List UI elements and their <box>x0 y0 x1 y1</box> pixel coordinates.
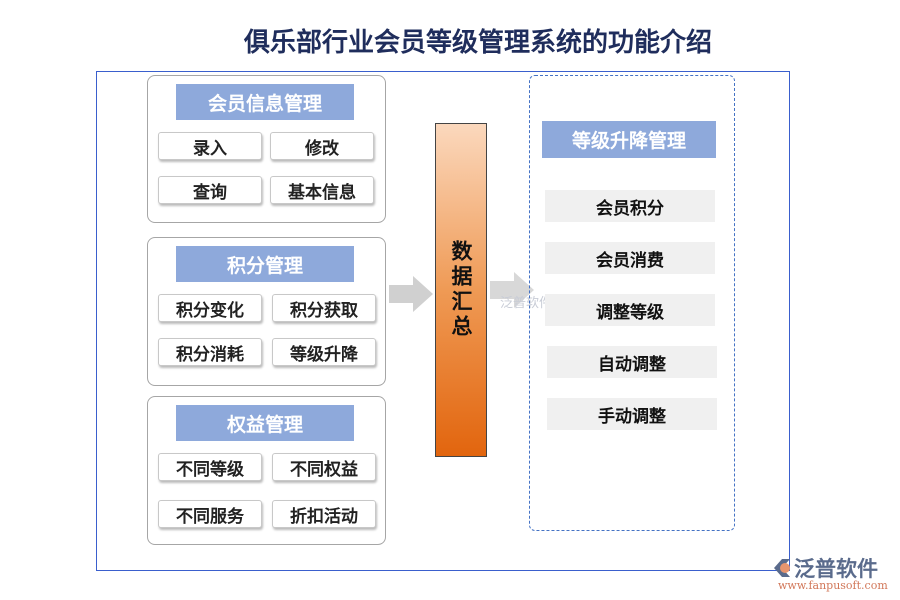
data-summary-block: 数据汇总 <box>435 123 487 457</box>
arrow-right-icon <box>389 276 433 312</box>
points-consume-button[interactable]: 积分消耗 <box>158 338 262 366</box>
panel-member-info: 会员信息管理 录入 修改 查询 基本信息 <box>147 75 386 223</box>
panel-header: 积分管理 <box>176 246 354 282</box>
watermark: 泛普软件 <box>500 296 553 311</box>
arrow-right-icon <box>490 272 534 308</box>
panel-header: 会员信息管理 <box>176 84 354 120</box>
logo-icon <box>774 559 790 577</box>
adjust-level-item[interactable]: 调整等级 <box>545 294 715 326</box>
modify-button[interactable]: 修改 <box>270 132 374 160</box>
brand-logo: 泛普软件 www.fanpusoft.com <box>770 553 888 592</box>
points-change-button[interactable]: 积分变化 <box>158 294 262 322</box>
basic-info-button[interactable]: 基本信息 <box>270 176 374 204</box>
level-management-header: 等级升降管理 <box>542 121 716 158</box>
panel-points: 积分管理 积分变化 积分获取 积分消耗 等级升降 <box>147 237 386 386</box>
member-spending-item[interactable]: 会员消费 <box>545 242 715 274</box>
member-points-item[interactable]: 会员积分 <box>545 190 715 222</box>
auto-adjust-item[interactable]: 自动调整 <box>547 346 717 378</box>
level-change-button[interactable]: 等级升降 <box>272 338 376 366</box>
points-earn-button[interactable]: 积分获取 <box>272 294 376 322</box>
manual-adjust-item[interactable]: 手动调整 <box>547 398 717 430</box>
level-management-panel <box>529 75 735 531</box>
logo-text: 泛普软件 <box>794 557 878 581</box>
different-services-button[interactable]: 不同服务 <box>158 500 262 528</box>
panel-header: 权益管理 <box>176 405 354 441</box>
page-title: 俱乐部行业会员等级管理系统的功能介绍 <box>243 28 712 58</box>
different-rights-button[interactable]: 不同权益 <box>272 453 376 481</box>
outer-frame <box>96 71 790 571</box>
entry-button[interactable]: 录入 <box>158 132 262 160</box>
data-summary-label: 数据汇总 <box>449 240 473 340</box>
different-levels-button[interactable]: 不同等级 <box>158 453 262 481</box>
panel-rights: 权益管理 不同等级 不同权益 不同服务 折扣活动 <box>147 396 386 545</box>
query-button[interactable]: 查询 <box>158 176 262 204</box>
logo-url: www.fanpusoft.com <box>778 579 888 592</box>
discount-button[interactable]: 折扣活动 <box>272 500 376 528</box>
